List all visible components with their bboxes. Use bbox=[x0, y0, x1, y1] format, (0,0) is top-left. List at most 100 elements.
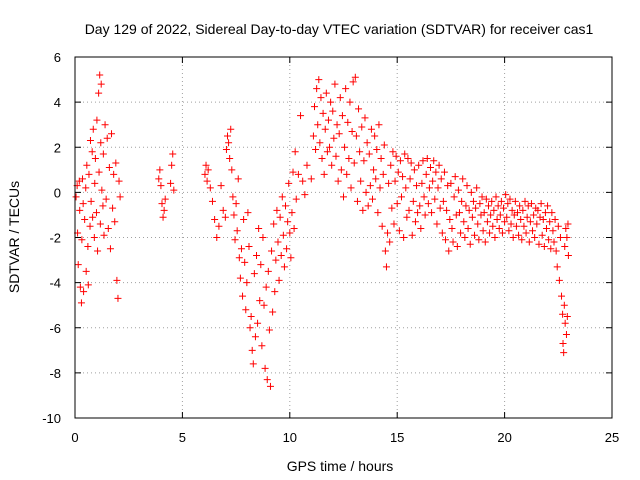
data-point bbox=[204, 166, 212, 174]
data-point bbox=[215, 222, 223, 230]
data-point bbox=[342, 85, 350, 93]
data-point bbox=[397, 193, 405, 201]
data-point bbox=[505, 227, 513, 235]
data-point bbox=[511, 197, 519, 205]
data-point bbox=[103, 134, 111, 142]
data-point bbox=[432, 168, 440, 176]
data-point bbox=[480, 209, 488, 217]
data-point bbox=[357, 177, 365, 185]
data-point bbox=[76, 283, 84, 291]
data-point bbox=[265, 326, 273, 334]
data-point bbox=[372, 175, 380, 183]
data-point bbox=[408, 231, 416, 239]
data-point bbox=[348, 127, 356, 135]
data-point bbox=[377, 155, 385, 163]
data-point bbox=[563, 234, 571, 241]
data-point bbox=[87, 197, 95, 205]
data-point bbox=[312, 146, 320, 154]
data-point bbox=[558, 292, 566, 300]
data-point bbox=[473, 184, 481, 192]
data-point bbox=[361, 114, 369, 122]
data-point bbox=[344, 118, 352, 126]
data-point bbox=[279, 231, 287, 239]
data-point bbox=[275, 276, 283, 284]
data-point bbox=[394, 168, 402, 176]
data-point bbox=[111, 218, 119, 226]
data-point bbox=[526, 218, 534, 226]
data-point bbox=[463, 182, 471, 190]
data-point bbox=[331, 80, 339, 88]
data-point bbox=[381, 247, 389, 255]
data-point bbox=[552, 247, 560, 255]
data-point bbox=[169, 150, 177, 158]
data-point bbox=[323, 148, 331, 156]
data-point bbox=[454, 186, 462, 194]
data-point bbox=[243, 279, 251, 287]
y-tick-label: -8 bbox=[49, 366, 61, 381]
data-point bbox=[79, 200, 87, 208]
data-point bbox=[437, 175, 445, 183]
data-point bbox=[378, 222, 386, 230]
data-point bbox=[385, 179, 393, 187]
data-point bbox=[104, 224, 112, 232]
data-point bbox=[392, 152, 400, 160]
data-point bbox=[373, 146, 381, 154]
data-point bbox=[231, 236, 239, 244]
x-tick-label: 20 bbox=[497, 430, 511, 445]
data-point bbox=[246, 324, 254, 332]
data-point bbox=[251, 333, 259, 341]
data-point bbox=[241, 258, 249, 266]
data-point bbox=[440, 168, 448, 176]
data-point bbox=[161, 195, 169, 203]
data-point bbox=[459, 175, 467, 183]
data-point bbox=[271, 288, 279, 296]
data-point bbox=[421, 211, 429, 219]
data-point bbox=[439, 197, 447, 205]
data-point bbox=[375, 121, 383, 129]
data-point bbox=[535, 240, 543, 248]
data-point bbox=[245, 243, 253, 251]
data-point bbox=[360, 157, 368, 165]
data-point bbox=[230, 211, 238, 219]
data-point bbox=[537, 200, 545, 208]
data-point bbox=[531, 234, 539, 241]
data-point bbox=[208, 197, 216, 205]
data-point bbox=[287, 254, 295, 262]
data-point bbox=[318, 155, 326, 163]
data-point bbox=[410, 166, 418, 174]
data-point bbox=[226, 155, 234, 163]
data-point bbox=[334, 177, 342, 185]
data-point bbox=[374, 209, 382, 217]
data-point bbox=[311, 103, 319, 111]
data-point bbox=[350, 159, 358, 167]
data-point bbox=[518, 236, 526, 244]
data-point bbox=[482, 195, 490, 203]
data-point bbox=[102, 195, 110, 203]
data-point bbox=[384, 229, 392, 237]
data-point bbox=[314, 121, 322, 129]
data-point bbox=[320, 170, 328, 178]
data-point bbox=[313, 85, 321, 93]
data-point bbox=[550, 238, 558, 246]
data-point bbox=[115, 177, 123, 185]
data-point bbox=[448, 224, 456, 232]
data-point bbox=[349, 78, 357, 86]
data-point bbox=[433, 220, 441, 228]
data-point bbox=[235, 254, 243, 262]
data-point bbox=[400, 234, 408, 241]
data-point bbox=[217, 182, 225, 190]
data-point bbox=[534, 206, 542, 214]
data-point bbox=[288, 209, 296, 217]
data-point bbox=[84, 243, 92, 251]
data-point bbox=[72, 193, 80, 201]
data-point bbox=[391, 177, 399, 185]
data-point bbox=[93, 116, 101, 124]
data-point bbox=[453, 243, 461, 251]
data-point bbox=[418, 179, 426, 187]
y-tick-label: 6 bbox=[54, 50, 61, 65]
data-point bbox=[466, 240, 474, 248]
x-tick-label: 0 bbox=[71, 430, 78, 445]
data-point bbox=[508, 206, 516, 214]
data-point bbox=[255, 224, 263, 232]
chart-title: Day 129 of 2022, Sidereal Day-to-day VTE… bbox=[85, 21, 594, 37]
